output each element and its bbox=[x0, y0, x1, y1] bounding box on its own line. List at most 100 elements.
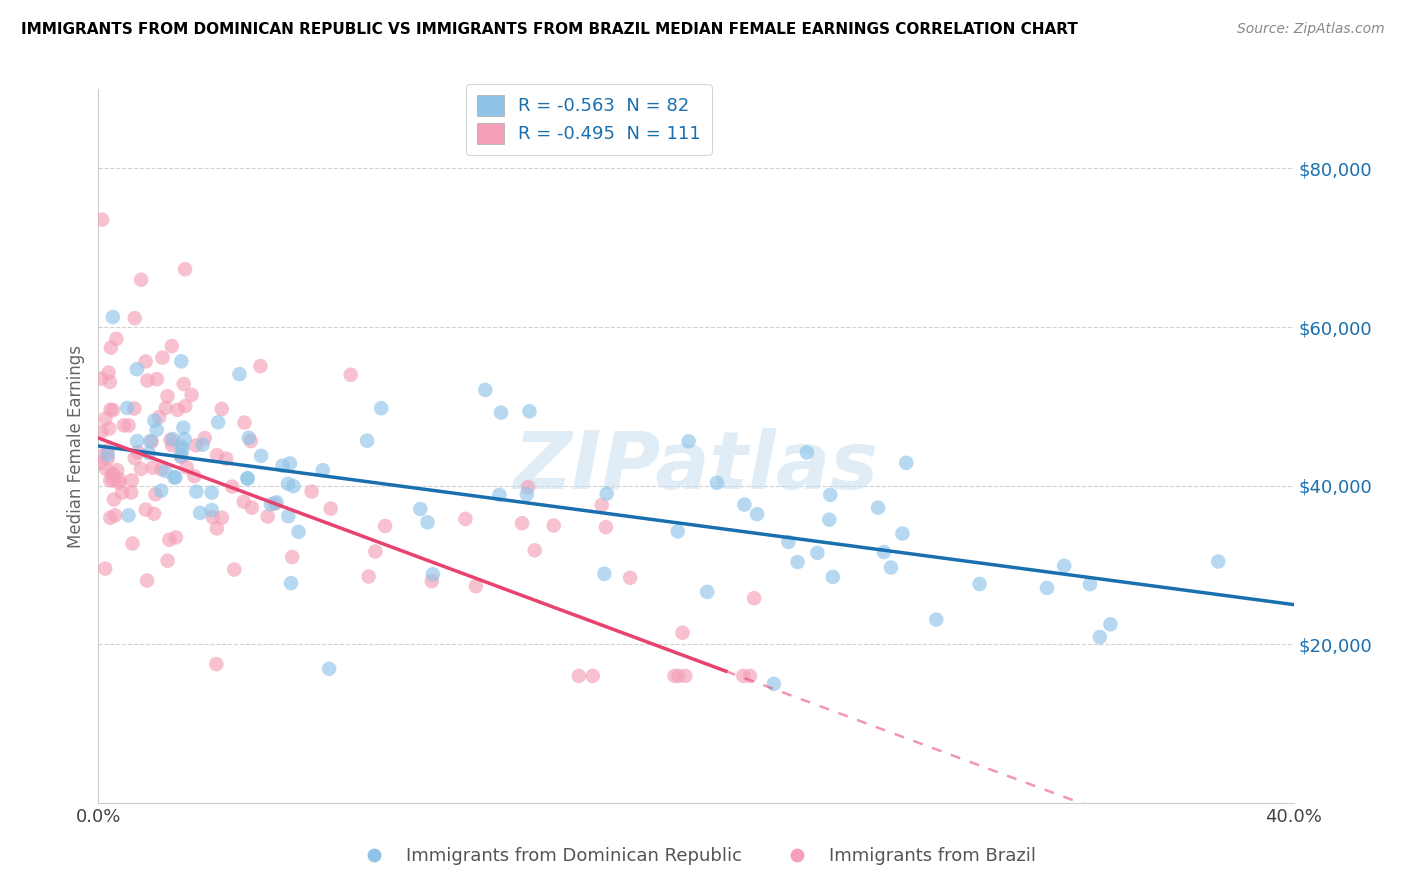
Point bbox=[207, 415, 229, 429]
Point bbox=[523, 543, 546, 558]
Point bbox=[124, 311, 146, 326]
Point bbox=[488, 488, 510, 502]
Point bbox=[103, 474, 125, 488]
Point bbox=[100, 402, 122, 417]
Point bbox=[873, 545, 896, 559]
Point bbox=[188, 506, 211, 520]
Point bbox=[619, 571, 641, 585]
Point bbox=[105, 332, 128, 346]
Point bbox=[160, 438, 183, 452]
Point bbox=[150, 483, 173, 498]
Point bbox=[201, 503, 224, 517]
Point bbox=[806, 546, 828, 560]
Point bbox=[818, 513, 841, 527]
Point bbox=[97, 443, 120, 458]
Point bbox=[170, 440, 193, 454]
Point bbox=[301, 484, 323, 499]
Point bbox=[148, 410, 170, 425]
Point bbox=[1053, 558, 1076, 573]
Point bbox=[165, 470, 187, 484]
Point bbox=[370, 401, 392, 416]
Point bbox=[172, 442, 194, 457]
Point bbox=[155, 464, 177, 478]
Point bbox=[696, 585, 718, 599]
Point bbox=[101, 403, 124, 417]
Point bbox=[90, 456, 112, 470]
Point bbox=[205, 521, 228, 535]
Point bbox=[201, 510, 224, 524]
Point bbox=[98, 375, 121, 389]
Point bbox=[155, 401, 177, 415]
Point bbox=[127, 434, 149, 449]
Point bbox=[517, 480, 540, 494]
Point bbox=[969, 577, 991, 591]
Point bbox=[136, 574, 159, 588]
Point bbox=[595, 520, 617, 534]
Point bbox=[762, 677, 785, 691]
Point bbox=[236, 471, 259, 485]
Point bbox=[516, 487, 538, 501]
Point bbox=[145, 487, 167, 501]
Point bbox=[146, 372, 169, 386]
Point bbox=[152, 351, 174, 365]
Point bbox=[249, 359, 271, 373]
Point bbox=[166, 402, 188, 417]
Point bbox=[173, 377, 195, 392]
Point bbox=[100, 341, 122, 355]
Legend: Immigrants from Dominican Republic, Immigrants from Brazil: Immigrants from Dominican Republic, Immi… bbox=[349, 840, 1043, 872]
Point bbox=[156, 389, 179, 403]
Point bbox=[260, 498, 283, 512]
Point bbox=[104, 508, 127, 523]
Point bbox=[142, 460, 165, 475]
Point bbox=[232, 494, 254, 508]
Point bbox=[201, 485, 224, 500]
Point bbox=[90, 371, 112, 385]
Point bbox=[266, 495, 288, 509]
Point bbox=[163, 470, 186, 484]
Point bbox=[170, 354, 193, 368]
Point bbox=[94, 411, 117, 425]
Point bbox=[283, 479, 305, 493]
Point bbox=[90, 449, 112, 463]
Point bbox=[318, 662, 340, 676]
Point bbox=[733, 669, 755, 683]
Point bbox=[454, 512, 477, 526]
Point bbox=[820, 488, 842, 502]
Point bbox=[117, 508, 139, 523]
Point bbox=[129, 462, 152, 476]
Point bbox=[124, 451, 146, 466]
Text: Source: ZipAtlas.com: Source: ZipAtlas.com bbox=[1237, 22, 1385, 37]
Point bbox=[135, 502, 157, 516]
Point bbox=[796, 445, 818, 459]
Point bbox=[236, 472, 259, 486]
Point bbox=[108, 473, 131, 487]
Point bbox=[277, 476, 299, 491]
Point bbox=[706, 475, 728, 490]
Point bbox=[98, 421, 121, 435]
Point bbox=[778, 535, 800, 549]
Point bbox=[215, 451, 238, 466]
Point bbox=[277, 509, 299, 524]
Point bbox=[287, 524, 309, 539]
Point bbox=[112, 418, 135, 433]
Point bbox=[1206, 554, 1229, 568]
Point bbox=[319, 501, 342, 516]
Point bbox=[271, 458, 294, 473]
Point bbox=[100, 467, 122, 481]
Point bbox=[596, 486, 619, 500]
Text: IMMIGRANTS FROM DOMINICAN REPUBLIC VS IMMIGRANTS FROM BRAZIL MEDIAN FEMALE EARNI: IMMIGRANTS FROM DOMINICAN REPUBLIC VS IM… bbox=[21, 22, 1078, 37]
Point bbox=[91, 212, 114, 227]
Point bbox=[593, 566, 616, 581]
Point bbox=[98, 474, 121, 488]
Point bbox=[821, 570, 844, 584]
Point bbox=[121, 473, 143, 487]
Point bbox=[125, 362, 148, 376]
Point bbox=[356, 434, 378, 448]
Point bbox=[250, 449, 273, 463]
Point bbox=[420, 574, 443, 589]
Point bbox=[409, 502, 432, 516]
Point bbox=[568, 669, 591, 683]
Point bbox=[221, 480, 243, 494]
Point bbox=[339, 368, 361, 382]
Point bbox=[139, 434, 162, 448]
